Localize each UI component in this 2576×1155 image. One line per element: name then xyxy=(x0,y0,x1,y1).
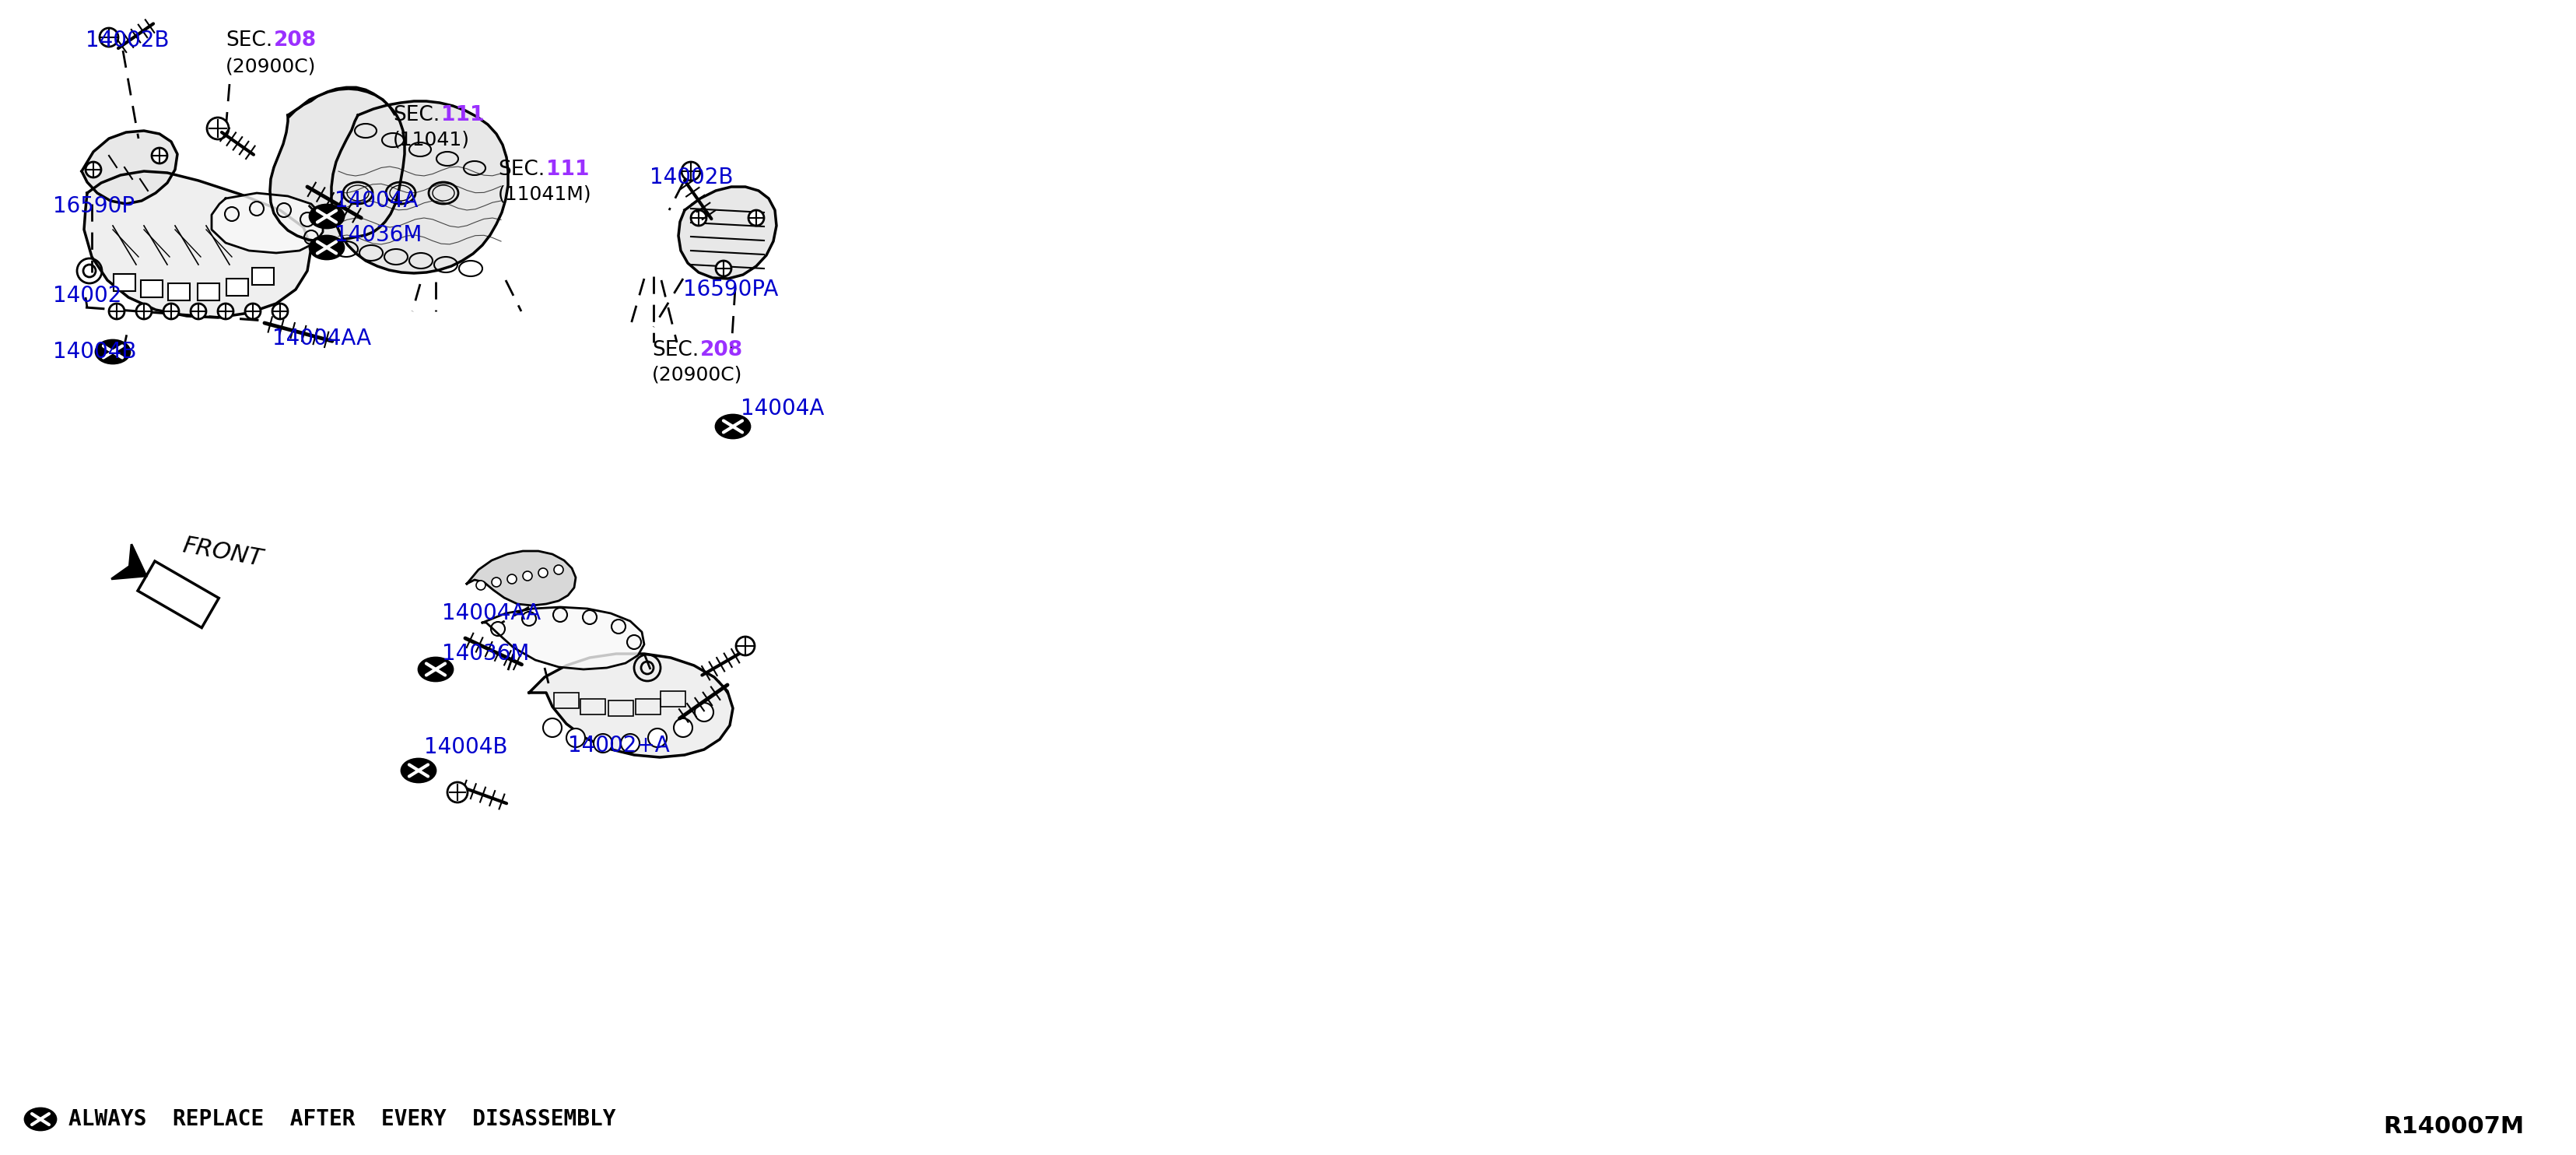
Text: 16590P: 16590P xyxy=(54,195,134,217)
Text: 14004AA: 14004AA xyxy=(440,603,541,624)
Bar xyxy=(252,268,273,285)
Bar xyxy=(636,699,659,715)
Circle shape xyxy=(245,304,260,319)
Text: 111: 111 xyxy=(440,105,484,125)
Circle shape xyxy=(696,702,714,722)
Circle shape xyxy=(737,636,755,655)
Text: (20900C): (20900C) xyxy=(227,57,317,75)
Circle shape xyxy=(554,565,564,574)
Text: (20900C): (20900C) xyxy=(652,366,742,385)
Text: 14002: 14002 xyxy=(54,285,121,306)
Text: SEC.: SEC. xyxy=(392,105,440,125)
Text: (11041M): (11041M) xyxy=(497,185,592,204)
Circle shape xyxy=(108,304,124,319)
Bar xyxy=(580,699,605,715)
Polygon shape xyxy=(270,89,404,241)
Text: 14002B: 14002B xyxy=(649,166,734,188)
Circle shape xyxy=(621,733,639,753)
Circle shape xyxy=(544,718,562,737)
Bar xyxy=(198,283,219,300)
Circle shape xyxy=(206,118,229,140)
Text: 208: 208 xyxy=(273,30,317,51)
Circle shape xyxy=(649,729,667,747)
Circle shape xyxy=(137,304,152,319)
Text: 14004AA: 14004AA xyxy=(273,328,371,350)
Polygon shape xyxy=(677,187,775,278)
Text: 16590PA: 16590PA xyxy=(683,278,778,300)
Text: SEC.: SEC. xyxy=(497,159,544,180)
Polygon shape xyxy=(528,654,732,758)
Text: SEC.: SEC. xyxy=(652,340,698,360)
Circle shape xyxy=(507,574,515,583)
Polygon shape xyxy=(85,171,312,318)
Text: 111: 111 xyxy=(546,159,590,180)
Bar xyxy=(142,281,162,297)
Ellipse shape xyxy=(309,204,343,228)
Text: 14036M: 14036M xyxy=(335,224,422,246)
Circle shape xyxy=(273,304,289,319)
Circle shape xyxy=(567,729,585,747)
Text: ALWAYS  REPLACE  AFTER  EVERY  DISASSEMBLY: ALWAYS REPLACE AFTER EVERY DISASSEMBLY xyxy=(70,1109,616,1130)
Text: 14004B: 14004B xyxy=(425,736,507,758)
Ellipse shape xyxy=(716,415,750,438)
Polygon shape xyxy=(332,102,507,274)
Polygon shape xyxy=(82,131,178,204)
Ellipse shape xyxy=(417,657,453,681)
Circle shape xyxy=(592,733,613,753)
Bar xyxy=(227,278,247,296)
Ellipse shape xyxy=(95,340,129,364)
Circle shape xyxy=(191,304,206,319)
Circle shape xyxy=(492,578,500,587)
Text: (11041): (11041) xyxy=(392,131,469,149)
Circle shape xyxy=(162,304,178,319)
Circle shape xyxy=(716,261,732,276)
Circle shape xyxy=(477,581,484,590)
Polygon shape xyxy=(211,193,322,253)
Text: 14004B: 14004B xyxy=(54,341,137,363)
Bar xyxy=(608,700,634,716)
Bar xyxy=(554,693,580,708)
Text: 14002+A: 14002+A xyxy=(567,735,670,757)
Ellipse shape xyxy=(26,1109,57,1130)
Polygon shape xyxy=(111,544,147,579)
Ellipse shape xyxy=(402,759,435,782)
Circle shape xyxy=(672,718,693,737)
Text: R140007M: R140007M xyxy=(2383,1116,2524,1139)
Circle shape xyxy=(680,162,701,180)
Text: 14004A: 14004A xyxy=(739,397,824,419)
Circle shape xyxy=(219,304,234,319)
Bar xyxy=(659,691,685,707)
Circle shape xyxy=(747,210,762,225)
Bar xyxy=(113,274,137,291)
Text: FRONT: FRONT xyxy=(180,535,265,571)
Circle shape xyxy=(690,210,706,225)
Circle shape xyxy=(85,162,100,178)
Bar xyxy=(167,283,191,300)
Circle shape xyxy=(448,782,466,803)
Circle shape xyxy=(100,28,118,46)
Text: 208: 208 xyxy=(701,340,742,360)
Polygon shape xyxy=(466,551,574,605)
Circle shape xyxy=(538,568,549,578)
Text: SEC.: SEC. xyxy=(227,30,273,51)
Text: 14004A: 14004A xyxy=(335,189,417,211)
Polygon shape xyxy=(482,608,644,670)
Ellipse shape xyxy=(309,236,343,259)
Text: 14002B: 14002B xyxy=(85,30,170,51)
Circle shape xyxy=(152,148,167,164)
Text: 14036M: 14036M xyxy=(440,643,528,664)
Circle shape xyxy=(523,572,533,581)
